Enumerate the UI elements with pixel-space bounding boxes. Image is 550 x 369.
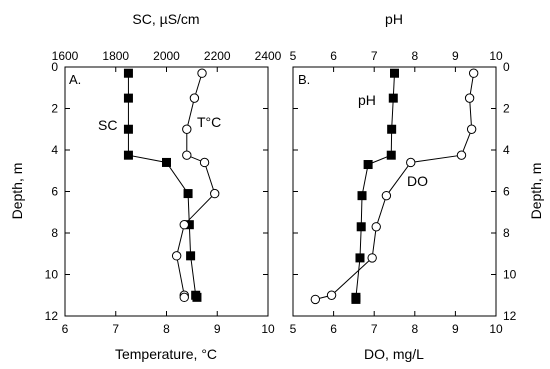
panel-a-bottom-tick-label: 6 [62, 322, 69, 336]
panel-b-y-tick-label: 8 [503, 226, 510, 240]
panel-b-bottom-axis-title: DO, mg/L [364, 346, 424, 362]
do-data-point [381, 190, 392, 201]
ph-series-label: pH [358, 92, 376, 108]
panel-b-bottom-tick-label: 6 [330, 322, 337, 336]
ph-data-point [356, 222, 366, 232]
panel-a-y-tick-label: 0 [51, 60, 58, 74]
panel-a-top-tick-label: 1600 [52, 49, 79, 63]
panel-b-y-tick-label: 6 [503, 185, 510, 199]
panel-a-bottom-tick-label: 9 [214, 322, 221, 336]
panel-a-top-tick-label: 2000 [153, 49, 180, 63]
panel-b-top-tick-label: 5 [290, 49, 297, 63]
panel-b-bottom-tick-label: 8 [411, 322, 418, 336]
do-data-point [310, 294, 321, 305]
panel-b-top-tick-label: 9 [452, 49, 459, 63]
do-data-point [371, 222, 381, 232]
panel-b-top-tick-label: 8 [411, 49, 418, 63]
panel-b-frame [292, 66, 497, 317]
panel-a-top-tick-label: 2400 [255, 49, 282, 63]
panel-a-y-tick-label: 12 [45, 309, 59, 323]
panel-a-label: A. [69, 72, 81, 87]
ph-data-point [386, 150, 396, 160]
panel-a-top-tick-label: 1800 [102, 49, 129, 63]
t-c-data-point [197, 68, 207, 78]
panel-a-y-tick-label: 2 [51, 102, 58, 116]
do-data-point [456, 150, 467, 160]
sc-series-label: SC [98, 117, 117, 133]
panel-a: A. SC, µS/cm Temperature, °C Depth, m SC… [9, 11, 282, 362]
do-data-point [326, 290, 337, 300]
t-c-data-point [182, 124, 192, 134]
panel-b: B. pH DO, mg/L Depth, m pH DO 5 6 7 8 9 10 5 6 7… [290, 11, 544, 362]
panel-b-y-tick-label: 10 [503, 268, 517, 282]
panel-a-bottom-tick-label: 10 [261, 322, 275, 336]
panel-b-y-tick-label: 2 [503, 102, 510, 116]
sc-data-point [183, 189, 193, 199]
panel-a-y-tick-label: 6 [51, 185, 58, 199]
sc-data-point [192, 292, 202, 302]
panel-b-y-tick-label: 0 [503, 60, 510, 74]
t-c-data-point [179, 220, 189, 230]
ph-data-point [387, 124, 397, 134]
panel-b-label: B. [298, 72, 310, 87]
ph-data-point [363, 160, 373, 170]
panel-b-bottom-tick-label: 7 [371, 322, 378, 336]
sc-data-point [123, 124, 133, 134]
panel-a-y-tick-label: 4 [51, 143, 58, 157]
panel-a-bottom-axis-title: Temperature, °C [115, 346, 217, 362]
ph-data-point [390, 68, 399, 78]
ph-data-point [355, 253, 365, 263]
ph-series-line [355, 73, 395, 300]
sc-series-line [127, 73, 198, 298]
t-c-data-point [182, 150, 192, 160]
panel-b-top-tick-label: 7 [371, 49, 378, 63]
panel-a-y-tick-label: 8 [51, 226, 58, 240]
panel-b-bottom-tick-label: 5 [290, 322, 297, 336]
panel-b-bottom-tick-label: 9 [452, 322, 459, 336]
ph-data-point [357, 191, 367, 201]
t-c-data-point [199, 157, 210, 168]
do-data-point [464, 93, 475, 103]
panel-b-top-axis-title: pH [385, 11, 403, 27]
panel-a-top-tick-label: 2200 [204, 49, 231, 63]
sc-data-point [123, 93, 133, 103]
panel-a-frame [64, 66, 269, 317]
sc-data-point [186, 251, 196, 261]
t-c-data-point [179, 292, 189, 303]
sc-data-point [123, 150, 133, 160]
panel-a-top-axis-title: SC, µS/cm [132, 11, 199, 27]
panel-b-bottom-tick-label: 10 [489, 322, 503, 336]
panel-b-top-tick-label: 10 [489, 49, 503, 63]
t-c-data-point [210, 188, 220, 199]
panel-b-y-axis-title: Depth, m [528, 163, 544, 220]
panel-b-top-tick-label: 6 [330, 49, 337, 63]
do-data-point [367, 253, 377, 263]
panel-a-bottom-tick-label: 8 [163, 322, 170, 336]
t-c-data-point [189, 93, 200, 103]
panel-b-y-tick-label: 12 [503, 309, 517, 323]
temperature-series-label: T°C [197, 114, 221, 130]
sc-data-point [123, 68, 133, 78]
panel-b-y-tick-label: 4 [503, 143, 510, 157]
panel-a-y-tick-label: 10 [45, 268, 59, 282]
do-data-point [466, 124, 477, 134]
panel-a-y-axis-title: Depth, m [9, 163, 25, 220]
t-c-data-point [171, 251, 182, 261]
do-series-label: DO [407, 173, 428, 189]
t-c-series-line [176, 73, 216, 298]
do-data-point [468, 68, 479, 78]
sc-data-point [162, 157, 171, 167]
ph-data-point [388, 93, 398, 103]
ph-data-point [351, 294, 361, 304]
panel-a-bottom-tick-label: 7 [112, 322, 119, 336]
do-series-line [315, 73, 475, 300]
do-data-point [406, 157, 416, 168]
